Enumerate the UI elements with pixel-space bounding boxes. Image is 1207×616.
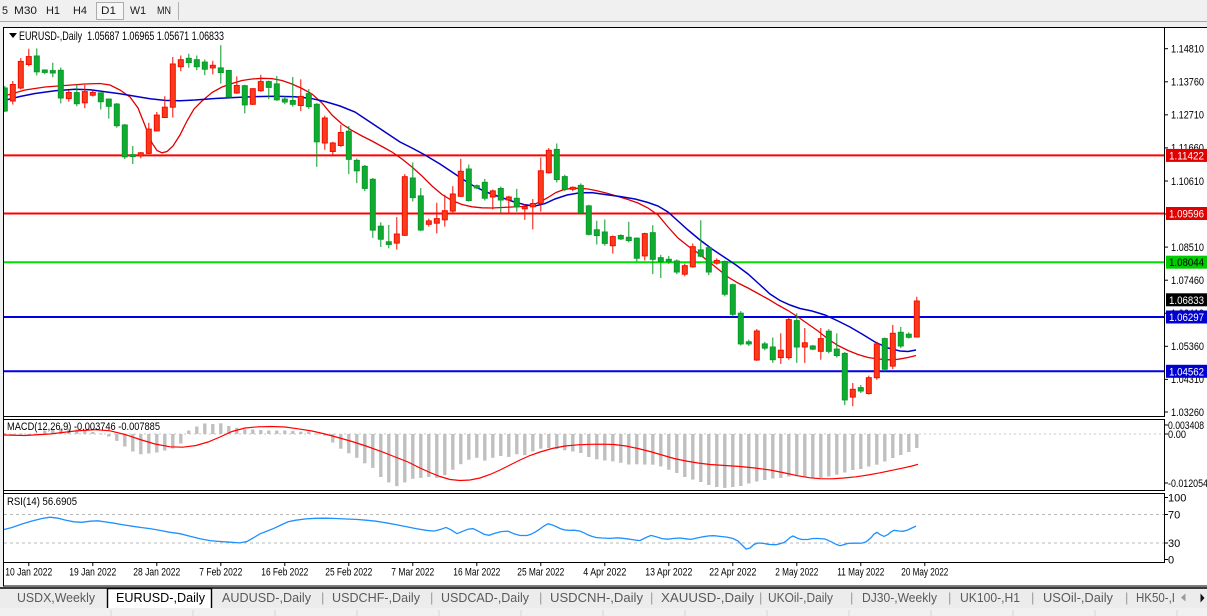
svg-text:-0.012054: -0.012054	[1168, 478, 1207, 490]
svg-text:1.14810: 1.14810	[1171, 44, 1204, 56]
svg-text:16 Feb 2022: 16 Feb 2022	[261, 567, 308, 579]
svg-text:1.07460: 1.07460	[1171, 275, 1204, 287]
svg-text:5: 5	[2, 5, 8, 17]
svg-text:22 Apr 2022: 22 Apr 2022	[709, 567, 756, 579]
svg-text:7 Mar 2022: 7 Mar 2022	[391, 567, 434, 579]
svg-text:10 Jan 2022: 10 Jan 2022	[5, 567, 52, 579]
svg-text:H1: H1	[46, 5, 60, 17]
svg-text:AUDUSD-,Daily: AUDUSD-,Daily	[222, 590, 311, 605]
svg-text:70: 70	[1168, 509, 1180, 521]
svg-text:1.03260: 1.03260	[1171, 407, 1204, 419]
svg-text:0.003408: 0.003408	[1168, 420, 1204, 432]
svg-text:1.06833: 1.06833	[1169, 295, 1204, 307]
svg-text:USDX,Weekly: USDX,Weekly	[17, 590, 95, 605]
svg-text:28 Jan 2022: 28 Jan 2022	[133, 567, 180, 579]
svg-text:|: |	[1125, 590, 1128, 605]
svg-text:30: 30	[1168, 538, 1180, 550]
svg-text:0.00: 0.00	[1168, 429, 1186, 441]
svg-text:25 Feb 2022: 25 Feb 2022	[325, 567, 372, 579]
svg-text:19 Jan 2022: 19 Jan 2022	[69, 567, 116, 579]
svg-text:16 Mar 2022: 16 Mar 2022	[453, 567, 500, 579]
svg-text:1.08510: 1.08510	[1171, 242, 1204, 254]
svg-text:MN: MN	[157, 5, 171, 17]
svg-text:|: |	[539, 590, 542, 605]
svg-text:|: |	[650, 590, 653, 605]
svg-text:11 May 2022: 11 May 2022	[837, 567, 884, 579]
svg-text:|: |	[948, 590, 951, 605]
svg-text:|: |	[1031, 590, 1034, 605]
svg-text:D1: D1	[101, 5, 116, 17]
svg-text:1.10610: 1.10610	[1171, 176, 1204, 188]
svg-text:HK50-,I: HK50-,I	[1136, 590, 1175, 605]
svg-text:|: |	[850, 590, 853, 605]
svg-text:USDCNH-,Daily: USDCNH-,Daily	[550, 590, 643, 605]
svg-text:RSI(14) 56.6905: RSI(14) 56.6905	[7, 496, 77, 508]
svg-text:1.09596: 1.09596	[1169, 209, 1204, 221]
svg-text:1.12710: 1.12710	[1171, 110, 1204, 122]
svg-text:M30: M30	[14, 5, 37, 17]
svg-text:|: |	[759, 590, 762, 605]
svg-text:1.04562: 1.04562	[1169, 366, 1204, 378]
svg-text:|: |	[321, 590, 324, 605]
svg-text:100: 100	[1168, 492, 1186, 504]
svg-text:1.06297: 1.06297	[1169, 312, 1204, 324]
svg-text:EURUSD-,Daily: EURUSD-,Daily	[116, 590, 205, 605]
svg-text:DJ30-,Weekly: DJ30-,Weekly	[862, 590, 937, 605]
svg-text:4 Apr 2022: 4 Apr 2022	[583, 567, 626, 579]
svg-text:1.13760: 1.13760	[1171, 77, 1204, 89]
svg-text:USDCHF-,Daily: USDCHF-,Daily	[332, 590, 420, 605]
svg-text:25 Mar 2022: 25 Mar 2022	[517, 567, 564, 579]
svg-text:MACD(12,26,9) -0.003746 -0.007: MACD(12,26,9) -0.003746 -0.007885	[7, 421, 160, 433]
svg-text:1.08044: 1.08044	[1169, 257, 1204, 269]
svg-text:XAUUSD-,Daily: XAUUSD-,Daily	[661, 590, 755, 605]
svg-text:UK100-,H1: UK100-,H1	[960, 590, 1020, 605]
svg-text:1.05360: 1.05360	[1171, 341, 1204, 353]
svg-text:2 May 2022: 2 May 2022	[775, 567, 818, 579]
svg-text:USDCAD-,Daily: USDCAD-,Daily	[441, 590, 529, 605]
svg-text:13 Apr 2022: 13 Apr 2022	[645, 567, 692, 579]
svg-text:7 Feb 2022: 7 Feb 2022	[199, 567, 242, 579]
svg-text:0: 0	[1168, 554, 1174, 566]
svg-text:W1: W1	[130, 5, 146, 17]
svg-text:EURUSD-,Daily 1.05687 1.06965: EURUSD-,Daily 1.05687 1.06965 1.05671 1.…	[19, 29, 224, 43]
svg-text:UKOil-,Daily: UKOil-,Daily	[768, 590, 833, 605]
svg-text:20 May 2022: 20 May 2022	[901, 567, 948, 579]
svg-text:H4: H4	[73, 5, 87, 17]
svg-text:USOil-,Daily: USOil-,Daily	[1043, 590, 1113, 605]
svg-text:1.11422: 1.11422	[1169, 150, 1204, 162]
svg-text:|: |	[430, 590, 433, 605]
